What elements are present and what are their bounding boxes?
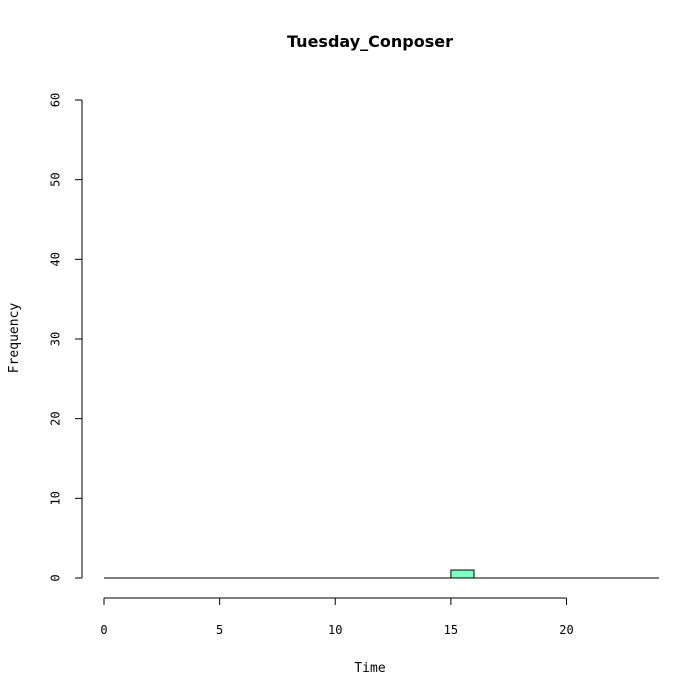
chart-title: Tuesday_Conposer (287, 32, 453, 51)
x-tick-label: 0 (100, 623, 107, 637)
y-tick-label: 30 (49, 332, 63, 346)
histogram-bar (450, 569, 475, 579)
y-tick-label: 10 (49, 491, 63, 505)
y-axis: 0 10 20 30 40 50 60 (49, 93, 83, 582)
y-tick-label: 40 (49, 252, 63, 266)
y-tick-label: 0 (49, 574, 63, 581)
x-axis: 0 5 10 15 20 (100, 597, 574, 637)
x-tick-label: 10 (328, 623, 342, 637)
plot-area (104, 569, 659, 579)
x-axis-label: Time (354, 661, 385, 676)
x-tick-label: 15 (444, 623, 458, 637)
y-tick-label: 60 (49, 93, 63, 107)
x-tick-label: 5 (216, 623, 223, 637)
y-tick-label: 20 (49, 411, 63, 425)
x-tick-label: 20 (559, 623, 573, 637)
y-tick-label: 50 (49, 172, 63, 186)
y-axis-label: Frequency (7, 303, 22, 374)
